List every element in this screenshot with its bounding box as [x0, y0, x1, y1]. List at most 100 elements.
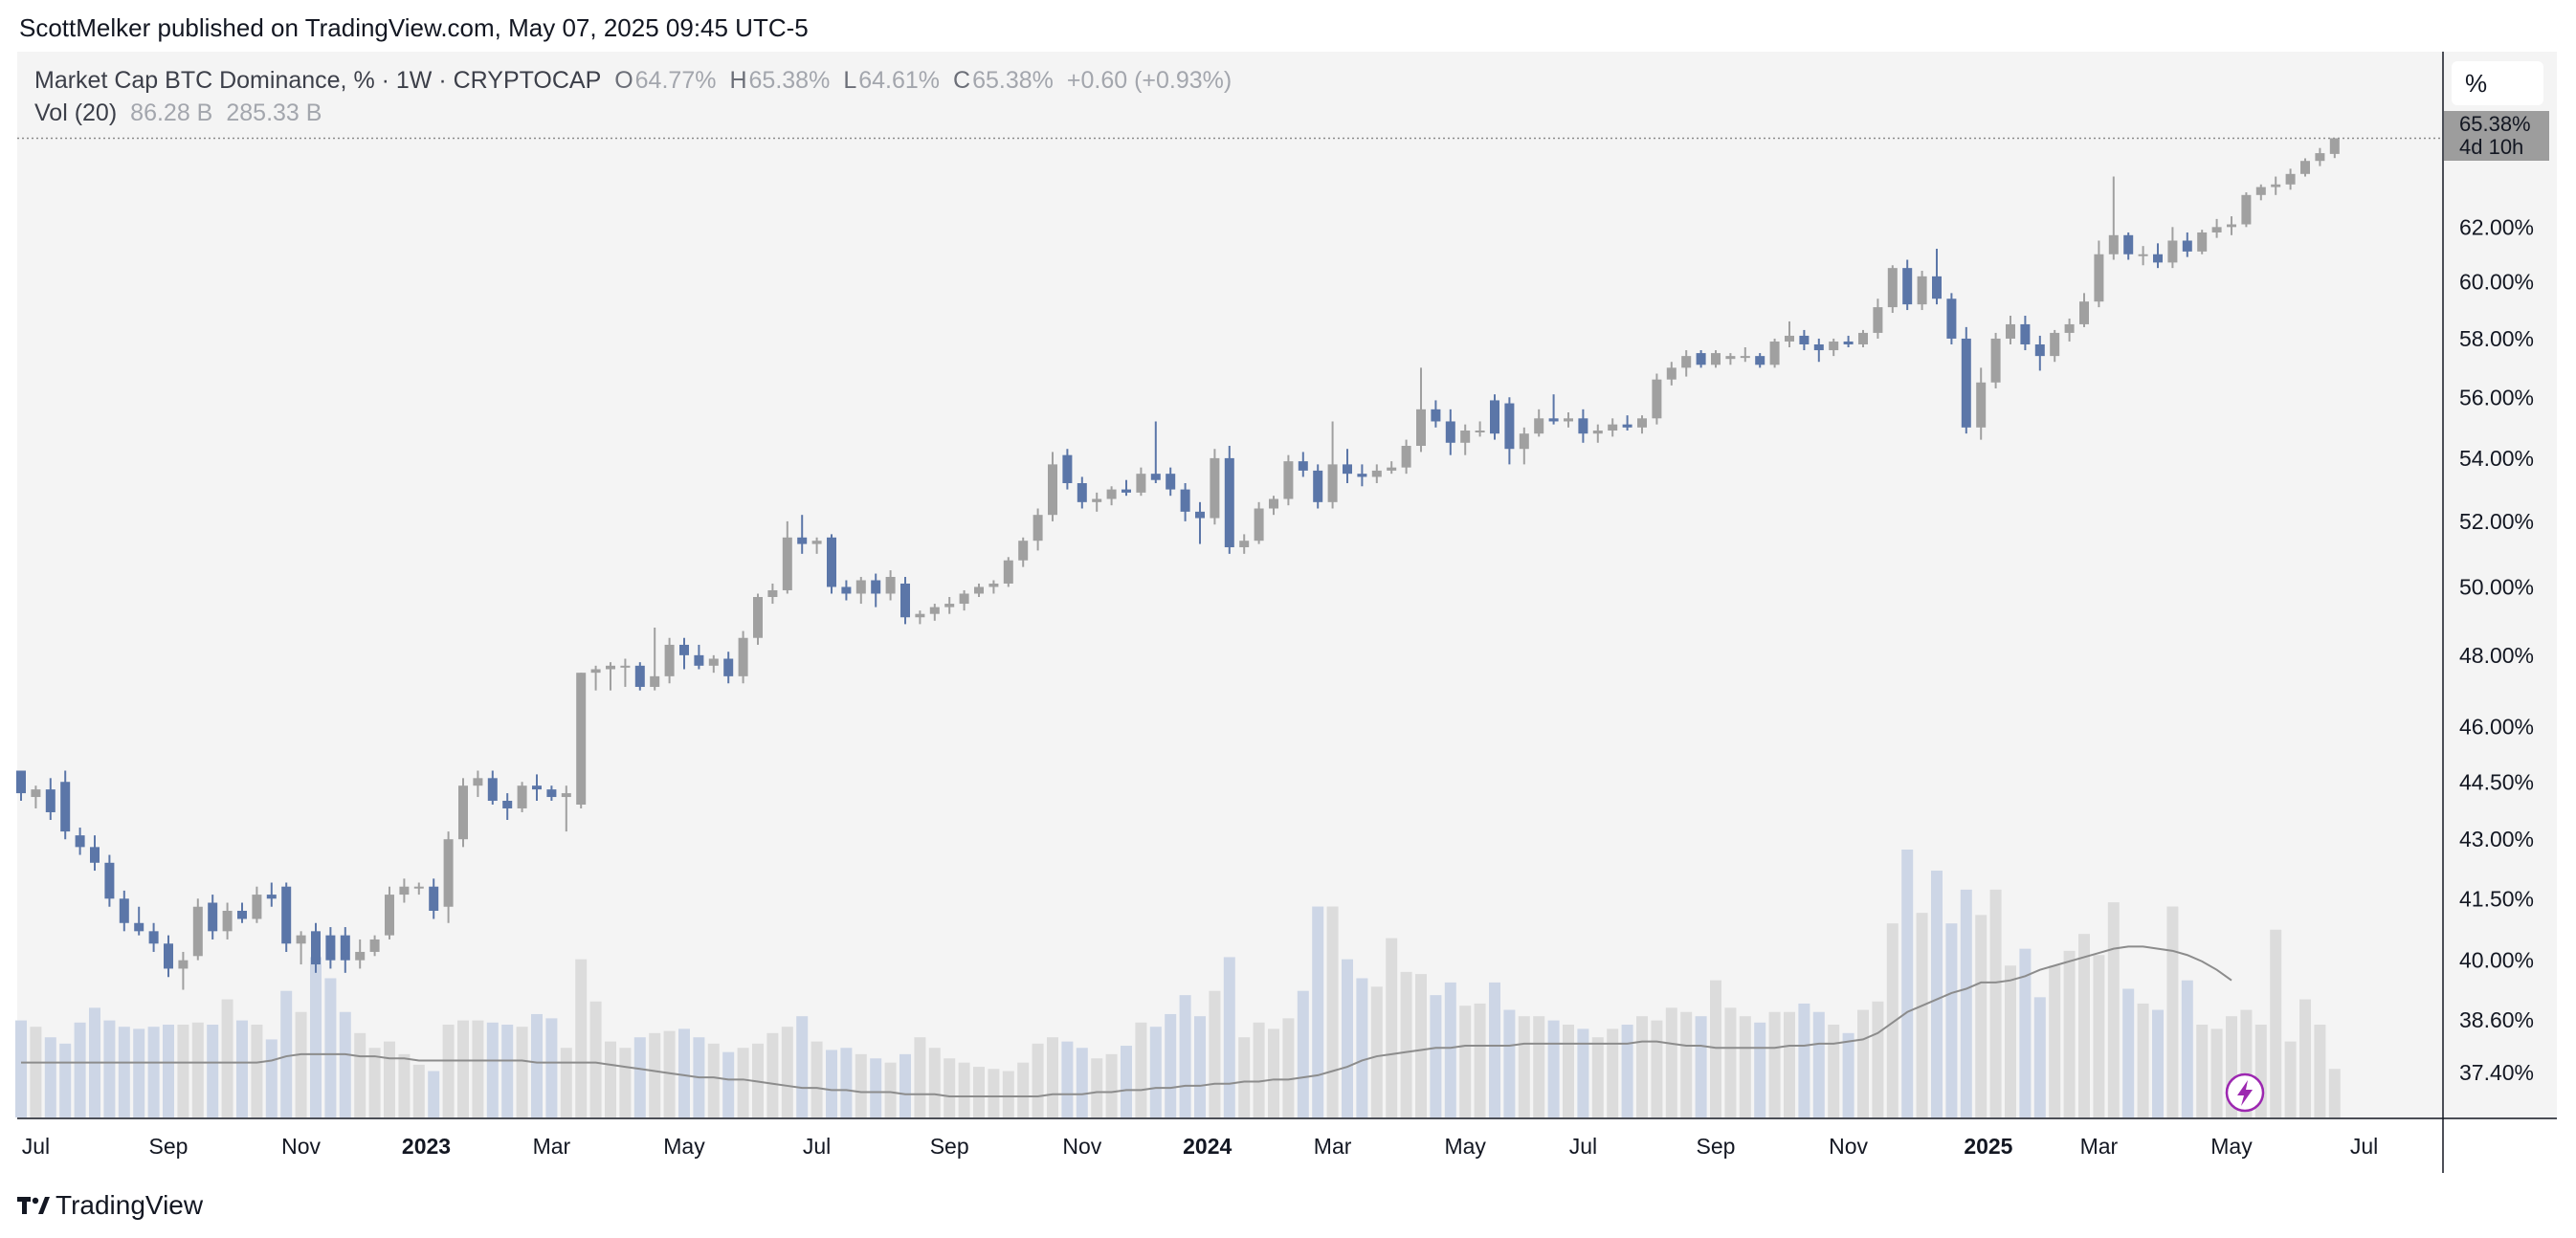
volume-legend: Vol (20) 86.28 B 285.33 B [34, 99, 322, 127]
candle-body [119, 898, 129, 923]
volume-bar [516, 1027, 528, 1117]
volume-bar [1621, 1024, 1633, 1117]
candle-body [694, 654, 704, 666]
volume-bar [1680, 1011, 1693, 1117]
volume-bar [1945, 923, 1958, 1117]
volume-bar [486, 1022, 499, 1117]
volume-bar [1651, 1020, 1663, 1117]
candle-body [664, 644, 675, 676]
candle-body [1357, 474, 1367, 477]
candle-body [782, 537, 792, 590]
volume-bar [1149, 1027, 1162, 1117]
volume-bar [324, 978, 337, 1117]
series-legend: Market Cap BTC Dominance, % · 1W · CRYPT… [34, 67, 1245, 95]
y-tick-label: 56.00% [2459, 385, 2534, 409]
volume-bar [2122, 988, 2135, 1117]
volume-bar [1312, 906, 1324, 1117]
x-tick-label: Mar [2080, 1134, 2119, 1159]
candle-body [2138, 254, 2148, 256]
candle-body [1504, 403, 1515, 450]
candle-body [178, 960, 189, 969]
volume-ma-line [21, 945, 2232, 1097]
volume-bar [1489, 982, 1500, 1117]
candle-body [1637, 418, 1647, 428]
volume-value: 86.28 B [130, 99, 213, 126]
high-value: 65.38% [748, 67, 831, 94]
candle-body [1681, 356, 1692, 368]
bar-countdown: 4d 10h [2459, 135, 2524, 159]
candle-body [296, 935, 306, 944]
candle-body [1976, 382, 1987, 428]
tradingview-brand[interactable]: TradingView [17, 1190, 203, 1221]
volume-bar [1989, 889, 2002, 1117]
percent-scale-button[interactable]: % [2452, 61, 2543, 105]
x-tick-label: May [663, 1134, 705, 1159]
candle-body [959, 593, 969, 605]
volume-bar [1754, 1022, 1766, 1117]
candle-body [222, 910, 233, 932]
volume-bar [339, 1011, 351, 1117]
volume-bar [2093, 955, 2105, 1117]
candle-body [1740, 356, 1750, 359]
candle-body [2315, 153, 2325, 162]
candle-body [708, 658, 719, 666]
volume-bar [147, 1027, 160, 1117]
close-value: 65.38% [972, 67, 1054, 94]
y-tick-label: 41.50% [2459, 886, 2534, 911]
candle-body [561, 793, 571, 798]
x-tick-label: Sep [930, 1134, 969, 1159]
volume-bar [1872, 1001, 1884, 1117]
candle-body [1343, 464, 1352, 475]
candle-body [546, 789, 557, 798]
candle-body [1460, 430, 1471, 443]
candle-body [443, 839, 454, 907]
high-label: H [729, 67, 747, 94]
volume-bar [811, 1041, 823, 1117]
volume-bar [1356, 978, 1368, 1117]
candle-body [1239, 541, 1250, 548]
volume-bar [1695, 1016, 1707, 1117]
candle-body [90, 847, 100, 863]
volume-bar [384, 1041, 395, 1117]
volume-bar [1047, 1037, 1058, 1117]
last-price-label: 65.38% 4d 10h [2444, 111, 2549, 161]
volume-bar [1724, 1007, 1737, 1117]
candle-body [2064, 323, 2075, 333]
change-value: +0.60 (+0.93%) [1066, 67, 1232, 94]
candle-body [1269, 498, 1278, 509]
volume-bar [663, 1030, 676, 1117]
volume-bar [133, 1028, 145, 1117]
candle-body [325, 935, 336, 961]
volume-bar [1931, 871, 1943, 1117]
volume-bar [1194, 1016, 1206, 1117]
volume-bar [1017, 1062, 1030, 1117]
volume-bar [633, 1037, 646, 1117]
candle-body [1298, 461, 1308, 471]
volume-bar [368, 1048, 381, 1117]
candle-body [487, 778, 498, 802]
candle-body [1578, 418, 1588, 434]
candle-body [2329, 138, 2340, 154]
volume-bar [1091, 1058, 1103, 1117]
candle-body [75, 835, 85, 848]
volume-bar [1002, 1071, 1014, 1117]
candle-body [1696, 353, 1706, 365]
candle-body [2123, 234, 2134, 254]
x-tick-label: Jul [2350, 1134, 2378, 1159]
volume-bar [575, 959, 588, 1117]
chart-panel[interactable] [17, 52, 2557, 1119]
volume-bar [2137, 1003, 2149, 1117]
volume-bar [280, 990, 293, 1117]
volume-bar [840, 1048, 853, 1117]
brand-name: TradingView [56, 1190, 204, 1220]
candle-body [1445, 421, 1455, 443]
last-price-value: 65.38% [2459, 112, 2531, 136]
candle-body [1785, 335, 1794, 342]
volume-bar [2166, 906, 2179, 1117]
candle-body [369, 939, 380, 952]
candle-body [134, 922, 144, 932]
volume-label[interactable]: Vol (20) [34, 99, 118, 126]
symbol-title[interactable]: Market Cap BTC Dominance, % · 1W · CRYPT… [34, 67, 602, 94]
candle-body [413, 886, 424, 889]
